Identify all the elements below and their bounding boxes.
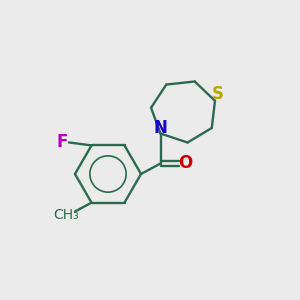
Text: S: S <box>212 85 224 103</box>
Text: O: O <box>178 154 192 172</box>
Text: CH₃: CH₃ <box>54 208 80 222</box>
Text: F: F <box>57 134 68 152</box>
Text: N: N <box>154 119 167 137</box>
